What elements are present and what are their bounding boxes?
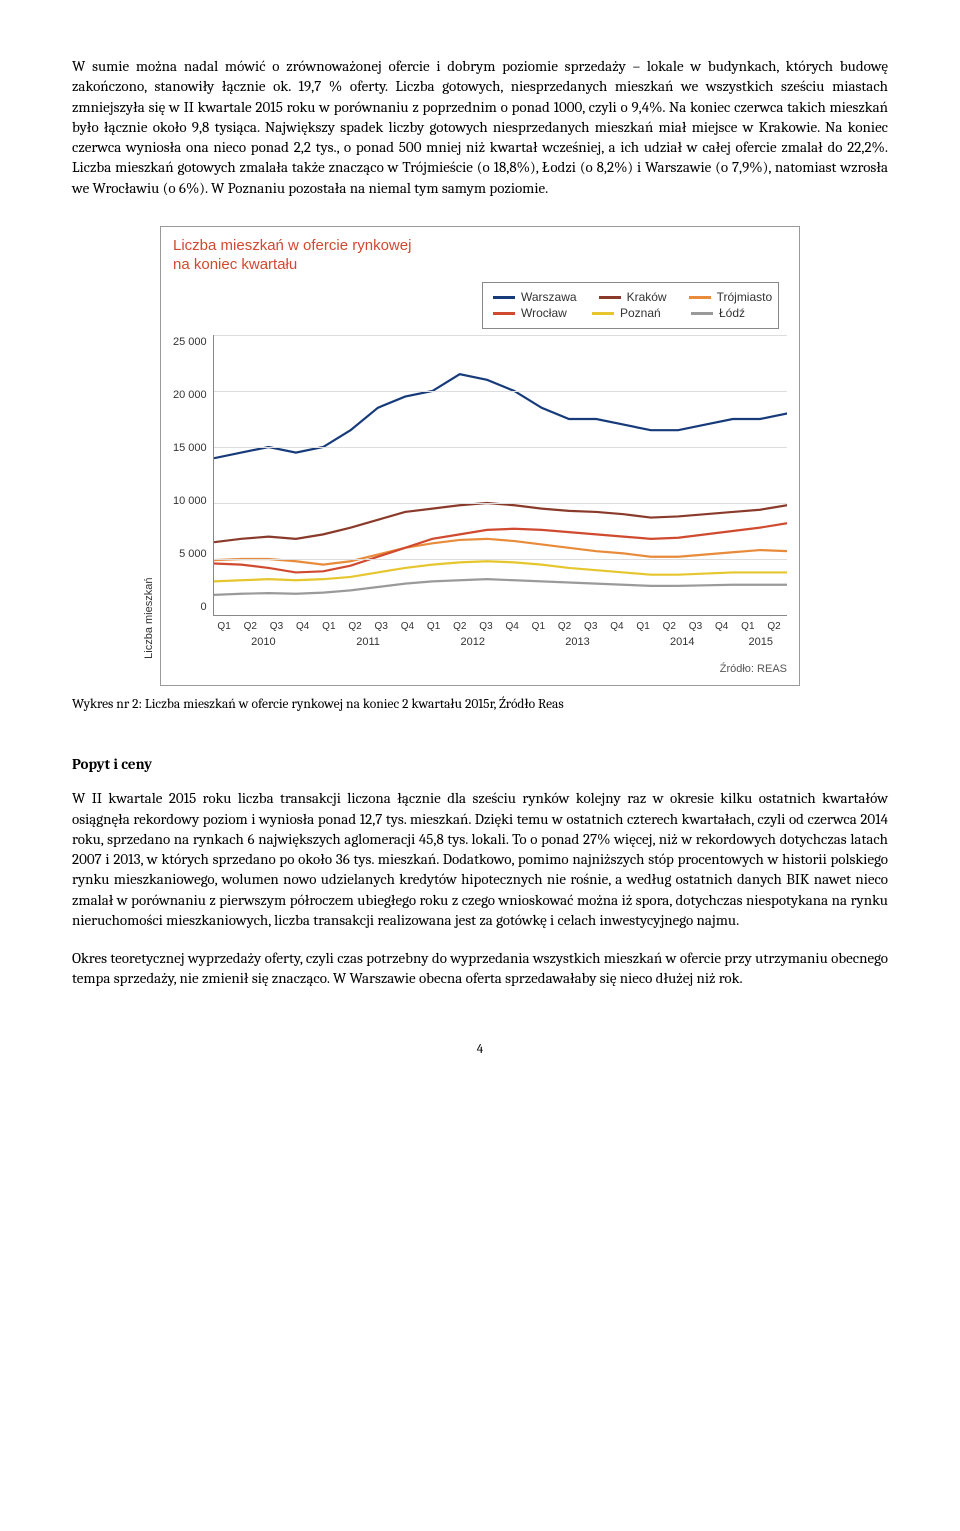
chart-title-line1: Liczba mieszkań w ofercie rynkowej: [173, 237, 411, 254]
x-tick: Q1: [316, 620, 342, 634]
legend-label: Trójmiasto: [717, 289, 773, 305]
legend-swatch: [493, 312, 515, 315]
legend-label: Warszawa: [521, 289, 577, 305]
y-axis-label: Liczba mieszkań: [142, 577, 157, 658]
x-tick: Q3: [682, 620, 708, 634]
x-tick: Q2: [447, 620, 473, 634]
x-year-label: 2015: [735, 635, 787, 650]
x-tick: Q1: [421, 620, 447, 634]
y-tick: 20 000: [173, 388, 207, 403]
chart-title-line2: na koniec kwartału: [173, 256, 297, 273]
x-tick: Q2: [342, 620, 368, 634]
x-tick: Q4: [290, 620, 316, 634]
chart-line: [214, 374, 787, 458]
grid-line: [214, 447, 787, 448]
x-axis: Q1Q2Q3Q4Q1Q2Q3Q4Q1Q2Q3Q4Q1Q2Q3Q4Q1Q2Q3Q4…: [211, 620, 787, 634]
x-tick: Q3: [368, 620, 394, 634]
x-tick: Q4: [394, 620, 420, 634]
x-tick: Q2: [551, 620, 577, 634]
chart-line: [214, 579, 787, 595]
grid-line: [214, 391, 787, 392]
paragraph-3: Okres teoretycznej wyprzedaży oferty, cz…: [72, 948, 888, 989]
legend-label: Poznań: [620, 305, 661, 321]
y-tick: 5 000: [179, 547, 207, 562]
legend-swatch: [592, 312, 614, 315]
chart-title: Liczba mieszkań w ofercie rynkowej na ko…: [173, 237, 787, 275]
x-tick: Q1: [735, 620, 761, 634]
legend-swatch: [599, 296, 621, 299]
chart-caption: Wykres nr 2: Liczba mieszkań w ofercie r…: [72, 696, 888, 714]
chart-source: Źródło: REAS: [173, 662, 787, 677]
x-tick: Q3: [578, 620, 604, 634]
legend-item: Trójmiasto: [689, 289, 773, 305]
y-tick: 25 000: [173, 335, 207, 350]
legend-item: Łódź: [691, 305, 768, 321]
y-axis: 25 000 20 000 15 000 10 000 5 000 0: [173, 335, 213, 615]
section-heading: Popyt i ceny: [72, 754, 888, 774]
x-tick: Q2: [761, 620, 787, 634]
x-year-label: 2010: [211, 635, 316, 650]
x-tick: Q2: [656, 620, 682, 634]
x-tick: Q1: [211, 620, 237, 634]
y-tick: 15 000: [173, 441, 207, 456]
legend-label: Łódź: [719, 305, 745, 321]
x-tick: Q3: [473, 620, 499, 634]
page-number: 4: [72, 1041, 888, 1059]
x-tick: Q4: [604, 620, 630, 634]
paragraph-2: W II kwartale 2015 roku liczba transakcj…: [72, 788, 888, 930]
chart-line: [214, 523, 787, 572]
legend-swatch: [689, 296, 711, 299]
chart-container: Liczba mieszkań w ofercie rynkowej na ko…: [160, 226, 800, 686]
x-tick: Q1: [525, 620, 551, 634]
y-tick: 10 000: [173, 494, 207, 509]
grid-line: [214, 503, 787, 504]
plot-area: [213, 335, 787, 616]
legend-label: Wrocław: [521, 305, 567, 321]
x-tick: Q1: [630, 620, 656, 634]
x-axis-years: 201020112012201320142015: [211, 635, 787, 650]
x-tick: Q4: [709, 620, 735, 634]
x-tick: Q4: [499, 620, 525, 634]
x-tick: Q3: [263, 620, 289, 634]
x-year-label: 2011: [316, 635, 421, 650]
legend-label: Kraków: [627, 289, 667, 305]
legend-item: Poznań: [592, 305, 669, 321]
x-tick: Q2: [237, 620, 263, 634]
x-year-label: 2014: [630, 635, 735, 650]
grid-line: [214, 335, 787, 336]
chart-legend: Warszawa Kraków Trójmiasto Wrocław Poznań Łód…: [482, 282, 779, 328]
legend-item: Warszawa: [493, 289, 577, 305]
chart-line: [214, 503, 787, 542]
x-year-label: 2012: [420, 635, 525, 650]
y-tick: 0: [201, 600, 207, 615]
legend-swatch: [691, 312, 713, 315]
grid-line: [214, 559, 787, 560]
legend-item: Wrocław: [493, 305, 570, 321]
legend-item: Kraków: [599, 289, 667, 305]
paragraph-1: W sumie można nadal mówić o zrównoważone…: [72, 56, 888, 198]
x-year-label: 2013: [525, 635, 630, 650]
legend-swatch: [493, 296, 515, 299]
